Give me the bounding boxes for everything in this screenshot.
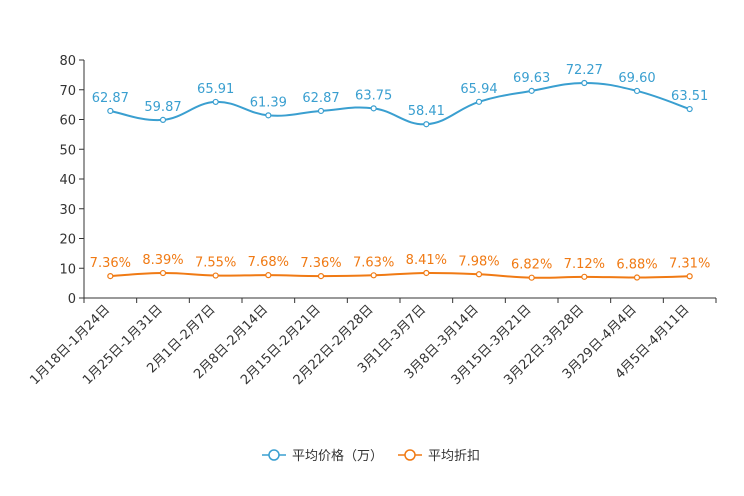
y-tick-label: 30 bbox=[59, 203, 76, 218]
data-point[interactable] bbox=[633, 274, 641, 281]
data-label: 58.41 bbox=[408, 104, 445, 119]
y-tick-label: 40 bbox=[59, 173, 76, 188]
data-label: 7.55% bbox=[195, 256, 236, 271]
data-point[interactable] bbox=[107, 107, 114, 115]
series-line-0 bbox=[110, 81, 690, 126]
data-label: 6.82% bbox=[511, 258, 552, 273]
data-label: 62.87 bbox=[92, 91, 129, 106]
series-line-1 bbox=[110, 271, 690, 279]
data-point[interactable] bbox=[581, 79, 588, 87]
legend-label: 平均折扣 bbox=[428, 449, 480, 464]
legend-marker-icon bbox=[268, 449, 280, 461]
data-point[interactable] bbox=[159, 116, 167, 123]
data-point[interactable] bbox=[581, 273, 588, 280]
y-tick-label: 60 bbox=[59, 114, 76, 129]
data-point[interactable] bbox=[475, 271, 483, 278]
data-label: 63.51 bbox=[671, 89, 708, 104]
data-point[interactable] bbox=[528, 274, 535, 281]
data-point[interactable] bbox=[212, 272, 219, 279]
data-label: 62.87 bbox=[302, 91, 339, 106]
data-label: 6.88% bbox=[616, 258, 657, 273]
data-label: 7.98% bbox=[458, 254, 499, 269]
data-label: 7.31% bbox=[669, 256, 710, 271]
y-tick-label: 50 bbox=[59, 143, 76, 158]
y-tick-label: 70 bbox=[59, 84, 76, 99]
data-point[interactable] bbox=[423, 269, 430, 277]
data-label: 7.36% bbox=[300, 256, 341, 271]
data-point[interactable] bbox=[212, 98, 219, 106]
data-point[interactable] bbox=[370, 105, 377, 112]
data-label: 8.39% bbox=[142, 253, 183, 268]
data-label: 65.94 bbox=[460, 82, 497, 97]
series-group: 62.87 59.87 65.91 61.39 62.87 63.75 58.41 65.94… bbox=[90, 63, 710, 281]
data-point[interactable] bbox=[317, 273, 325, 280]
data-point[interactable] bbox=[686, 273, 693, 280]
data-point[interactable] bbox=[528, 87, 535, 94]
y-tick-label: 10 bbox=[59, 262, 76, 277]
data-label: 69.60 bbox=[618, 71, 655, 86]
data-label: 63.75 bbox=[355, 88, 392, 103]
data-label: 7.68% bbox=[248, 255, 289, 270]
data-point[interactable] bbox=[686, 105, 693, 113]
data-point[interactable] bbox=[265, 112, 272, 119]
y-tick-label: 80 bbox=[59, 54, 76, 69]
data-point[interactable] bbox=[633, 87, 641, 95]
data-label: 8.41% bbox=[406, 253, 447, 268]
x-axis: 1月18日-1月24日1月25日-1月31日2月1日-2月7日2月8日-2月14… bbox=[27, 297, 717, 388]
y-tick-label: 0 bbox=[68, 292, 76, 307]
y-axis: 0 10 20 30 40 50 60 70 80 bbox=[59, 54, 85, 307]
data-point[interactable] bbox=[317, 107, 325, 115]
legend-label: 平均价格（万） bbox=[292, 448, 383, 464]
data-label: 61.39 bbox=[250, 95, 287, 110]
legend[interactable]: 平均价格（万） 平均折扣 bbox=[262, 448, 480, 464]
data-label: 69.63 bbox=[513, 71, 550, 86]
data-point[interactable] bbox=[475, 98, 483, 105]
data-label: 7.36% bbox=[90, 256, 131, 271]
data-point[interactable] bbox=[265, 272, 272, 279]
data-point[interactable] bbox=[423, 121, 430, 128]
y-tick-label: 20 bbox=[59, 233, 76, 248]
data-point[interactable] bbox=[370, 272, 377, 279]
data-label: 65.91 bbox=[197, 82, 234, 97]
data-label: 72.27 bbox=[566, 63, 603, 78]
data-label: 7.63% bbox=[353, 255, 394, 270]
data-label: 7.12% bbox=[564, 257, 605, 272]
legend-item-1[interactable]: 平均折扣 bbox=[398, 449, 480, 464]
data-label: 59.87 bbox=[144, 100, 181, 115]
data-point[interactable] bbox=[159, 269, 167, 277]
legend-marker-icon bbox=[404, 449, 416, 461]
legend-item-0[interactable]: 平均价格（万） bbox=[262, 448, 383, 464]
data-point[interactable] bbox=[107, 273, 114, 280]
